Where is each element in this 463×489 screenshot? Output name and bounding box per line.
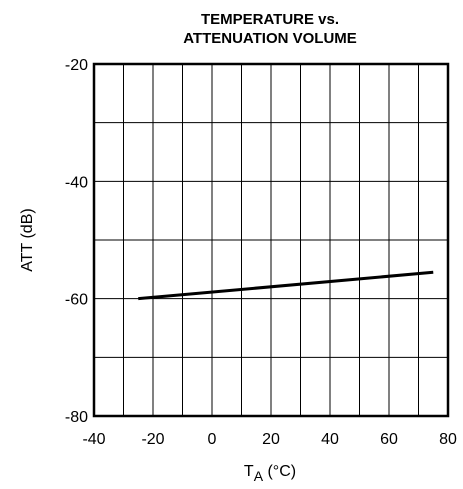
chart-title-line1: TEMPERATURE vs.	[201, 11, 339, 28]
x-axis-label-main: T	[244, 463, 254, 480]
series-line	[138, 270, 434, 301]
y-tick-label: -60	[65, 292, 88, 309]
grid-lines	[94, 64, 448, 416]
x-axis-label: TA (°C)	[244, 463, 296, 484]
x-tick-label: 0	[208, 431, 217, 448]
y-tick-label: -40	[65, 174, 88, 191]
x-tick-label: 40	[321, 431, 339, 448]
x-axis-label-subscript: A	[254, 468, 264, 484]
y-axis-label: ATT (dB)	[19, 208, 36, 271]
x-tick-labels: -40 -20 0 20 40 60 80	[82, 431, 457, 448]
x-tick-label: -40	[82, 431, 105, 448]
x-tick-label: 80	[439, 431, 457, 448]
x-tick-label: 60	[380, 431, 398, 448]
x-tick-label: -20	[141, 431, 164, 448]
y-tick-label: -80	[65, 409, 88, 426]
plot-frame	[92, 62, 450, 418]
y-tick-labels: -20 -40 -60 -80	[65, 57, 88, 426]
x-tick-label: 20	[262, 431, 280, 448]
series-lines	[138, 270, 434, 301]
y-tick-label: -20	[65, 57, 88, 74]
x-axis-label-unit: (°C)	[263, 463, 296, 480]
chart-title-line2: ATTENUATION VOLUME	[183, 30, 357, 47]
